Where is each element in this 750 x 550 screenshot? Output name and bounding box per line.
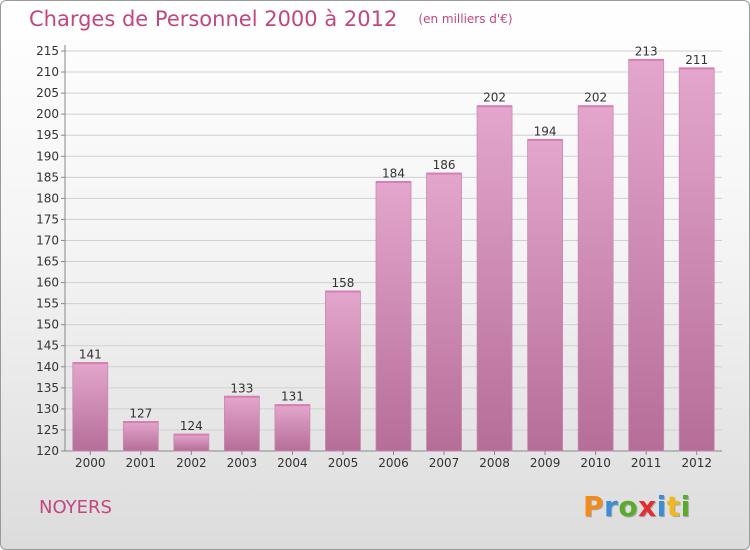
bar [678, 67, 715, 452]
bar-value-label: 184 [382, 167, 405, 181]
bar [122, 421, 159, 452]
y-tick-label: 135 [36, 381, 59, 395]
bar-value-label: 211 [685, 53, 708, 67]
y-tick-label: 160 [36, 276, 59, 290]
bar [476, 105, 513, 452]
proxiti-logo: Proxiti [583, 490, 691, 523]
bar-value-label: 158 [332, 276, 355, 290]
bar-value-label: 133 [230, 381, 253, 395]
y-tick-label: 215 [36, 44, 59, 58]
y-tick-label: 125 [36, 423, 59, 437]
bar-value-label: 213 [635, 44, 658, 58]
bar [173, 433, 210, 452]
bar-value-label: 124 [180, 419, 203, 433]
x-tick-label: 2008 [479, 456, 510, 470]
logo-letter: x [638, 490, 657, 523]
y-tick-label: 190 [36, 149, 59, 163]
y-tick-label: 180 [36, 191, 59, 205]
bar-value-label: 127 [129, 407, 152, 421]
bar [375, 181, 412, 452]
commune-name: NOYERS [39, 497, 112, 518]
bar-value-label: 186 [433, 158, 456, 172]
logo-letter: P [583, 490, 605, 523]
bar [426, 172, 462, 452]
y-tick-label: 165 [36, 255, 59, 269]
y-tick-label: 155 [36, 297, 59, 311]
x-tick-label: 2000 [75, 456, 106, 470]
chart-title-block: Charges de Personnel 2000 à 2012 (en mil… [29, 7, 513, 31]
logo-letter: r [604, 490, 619, 523]
bar [72, 362, 109, 452]
chart-subtitle: (en milliers d'€) [418, 12, 513, 26]
x-tick-label: 2001 [126, 456, 157, 470]
x-tick-label: 2010 [580, 456, 611, 470]
x-tick-label: 2007 [429, 456, 460, 470]
x-tick-label: 2004 [277, 456, 308, 470]
x-tick-label: 2005 [328, 456, 359, 470]
y-tick-label: 205 [36, 86, 59, 100]
bar [325, 290, 361, 452]
logo-letter: o [618, 490, 639, 523]
x-tick-label: 2012 [681, 456, 712, 470]
bar-value-label: 202 [584, 91, 607, 105]
y-tick-label: 170 [36, 233, 59, 247]
y-tick-label: 130 [36, 402, 59, 416]
bar [628, 59, 665, 452]
x-tick-label: 2006 [378, 456, 409, 470]
y-tick-label: 150 [36, 318, 59, 332]
x-tick-label: 2009 [530, 456, 561, 470]
y-tick-label: 120 [36, 444, 59, 458]
y-tick-label: 210 [36, 65, 59, 79]
bar [274, 404, 311, 452]
logo-letter: i [680, 490, 691, 523]
y-tick-label: 200 [36, 107, 59, 121]
bar-value-label: 141 [79, 348, 102, 362]
x-tick-label: 2003 [227, 456, 258, 470]
x-tick-label: 2011 [631, 456, 662, 470]
chart-title: Charges de Personnel 2000 à 2012 [29, 7, 398, 31]
bar-value-label: 194 [534, 124, 557, 138]
y-tick-label: 185 [36, 170, 59, 184]
x-tick-label: 2002 [176, 456, 207, 470]
logo-letter: i [656, 490, 667, 523]
bar-value-label: 131 [281, 390, 304, 404]
bar [577, 105, 614, 452]
y-tick-label: 140 [36, 360, 59, 374]
y-tick-label: 195 [36, 128, 59, 142]
bar [223, 395, 260, 452]
logo-letter: t [666, 490, 681, 523]
bar [527, 139, 564, 452]
bar-value-label: 202 [483, 91, 506, 105]
y-tick-label: 175 [36, 212, 59, 226]
y-tick-label: 145 [36, 339, 59, 353]
